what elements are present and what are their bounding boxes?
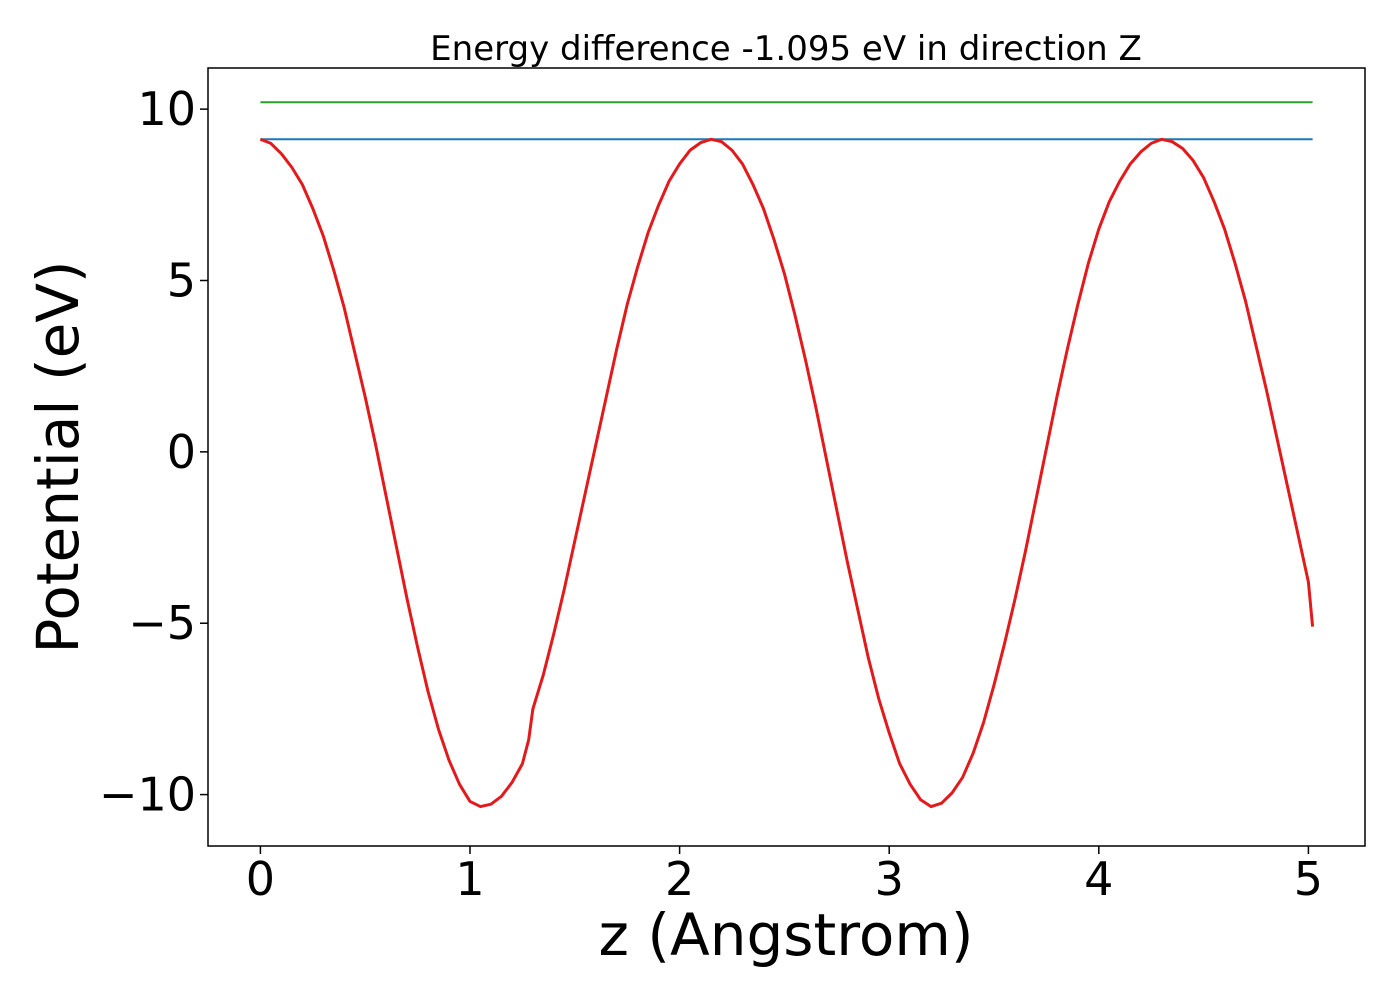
x-tick-label: 0 bbox=[246, 852, 275, 906]
y-tick-label: 5 bbox=[167, 253, 196, 307]
plot-frame bbox=[207, 67, 1366, 847]
y-tick-label: 0 bbox=[167, 425, 196, 479]
x-tick-label: 2 bbox=[665, 852, 694, 906]
x-axis-ticks: 0 1 2 3 4 5 bbox=[246, 846, 1323, 906]
y-tick-label: −5 bbox=[128, 596, 196, 650]
x-tick-label: 5 bbox=[1294, 852, 1323, 906]
plot-lines bbox=[259, 101, 1315, 809]
y-tick-label: −10 bbox=[99, 768, 196, 822]
y-axis-ticks: 10 5 0 −5 −10 bbox=[99, 82, 208, 822]
y-tick-label: 10 bbox=[137, 82, 196, 136]
chart-title: Energy difference -1.095 eV in direction… bbox=[430, 29, 1142, 69]
y-axis-label: Potential (eV) bbox=[24, 260, 92, 653]
x-axis-label: z (Angstrom) bbox=[599, 901, 974, 969]
series-line-3 bbox=[259, 137, 1315, 809]
x-tick-label: 4 bbox=[1084, 852, 1113, 906]
x-tick-label: 3 bbox=[875, 852, 904, 906]
x-tick-label: 1 bbox=[455, 852, 484, 906]
